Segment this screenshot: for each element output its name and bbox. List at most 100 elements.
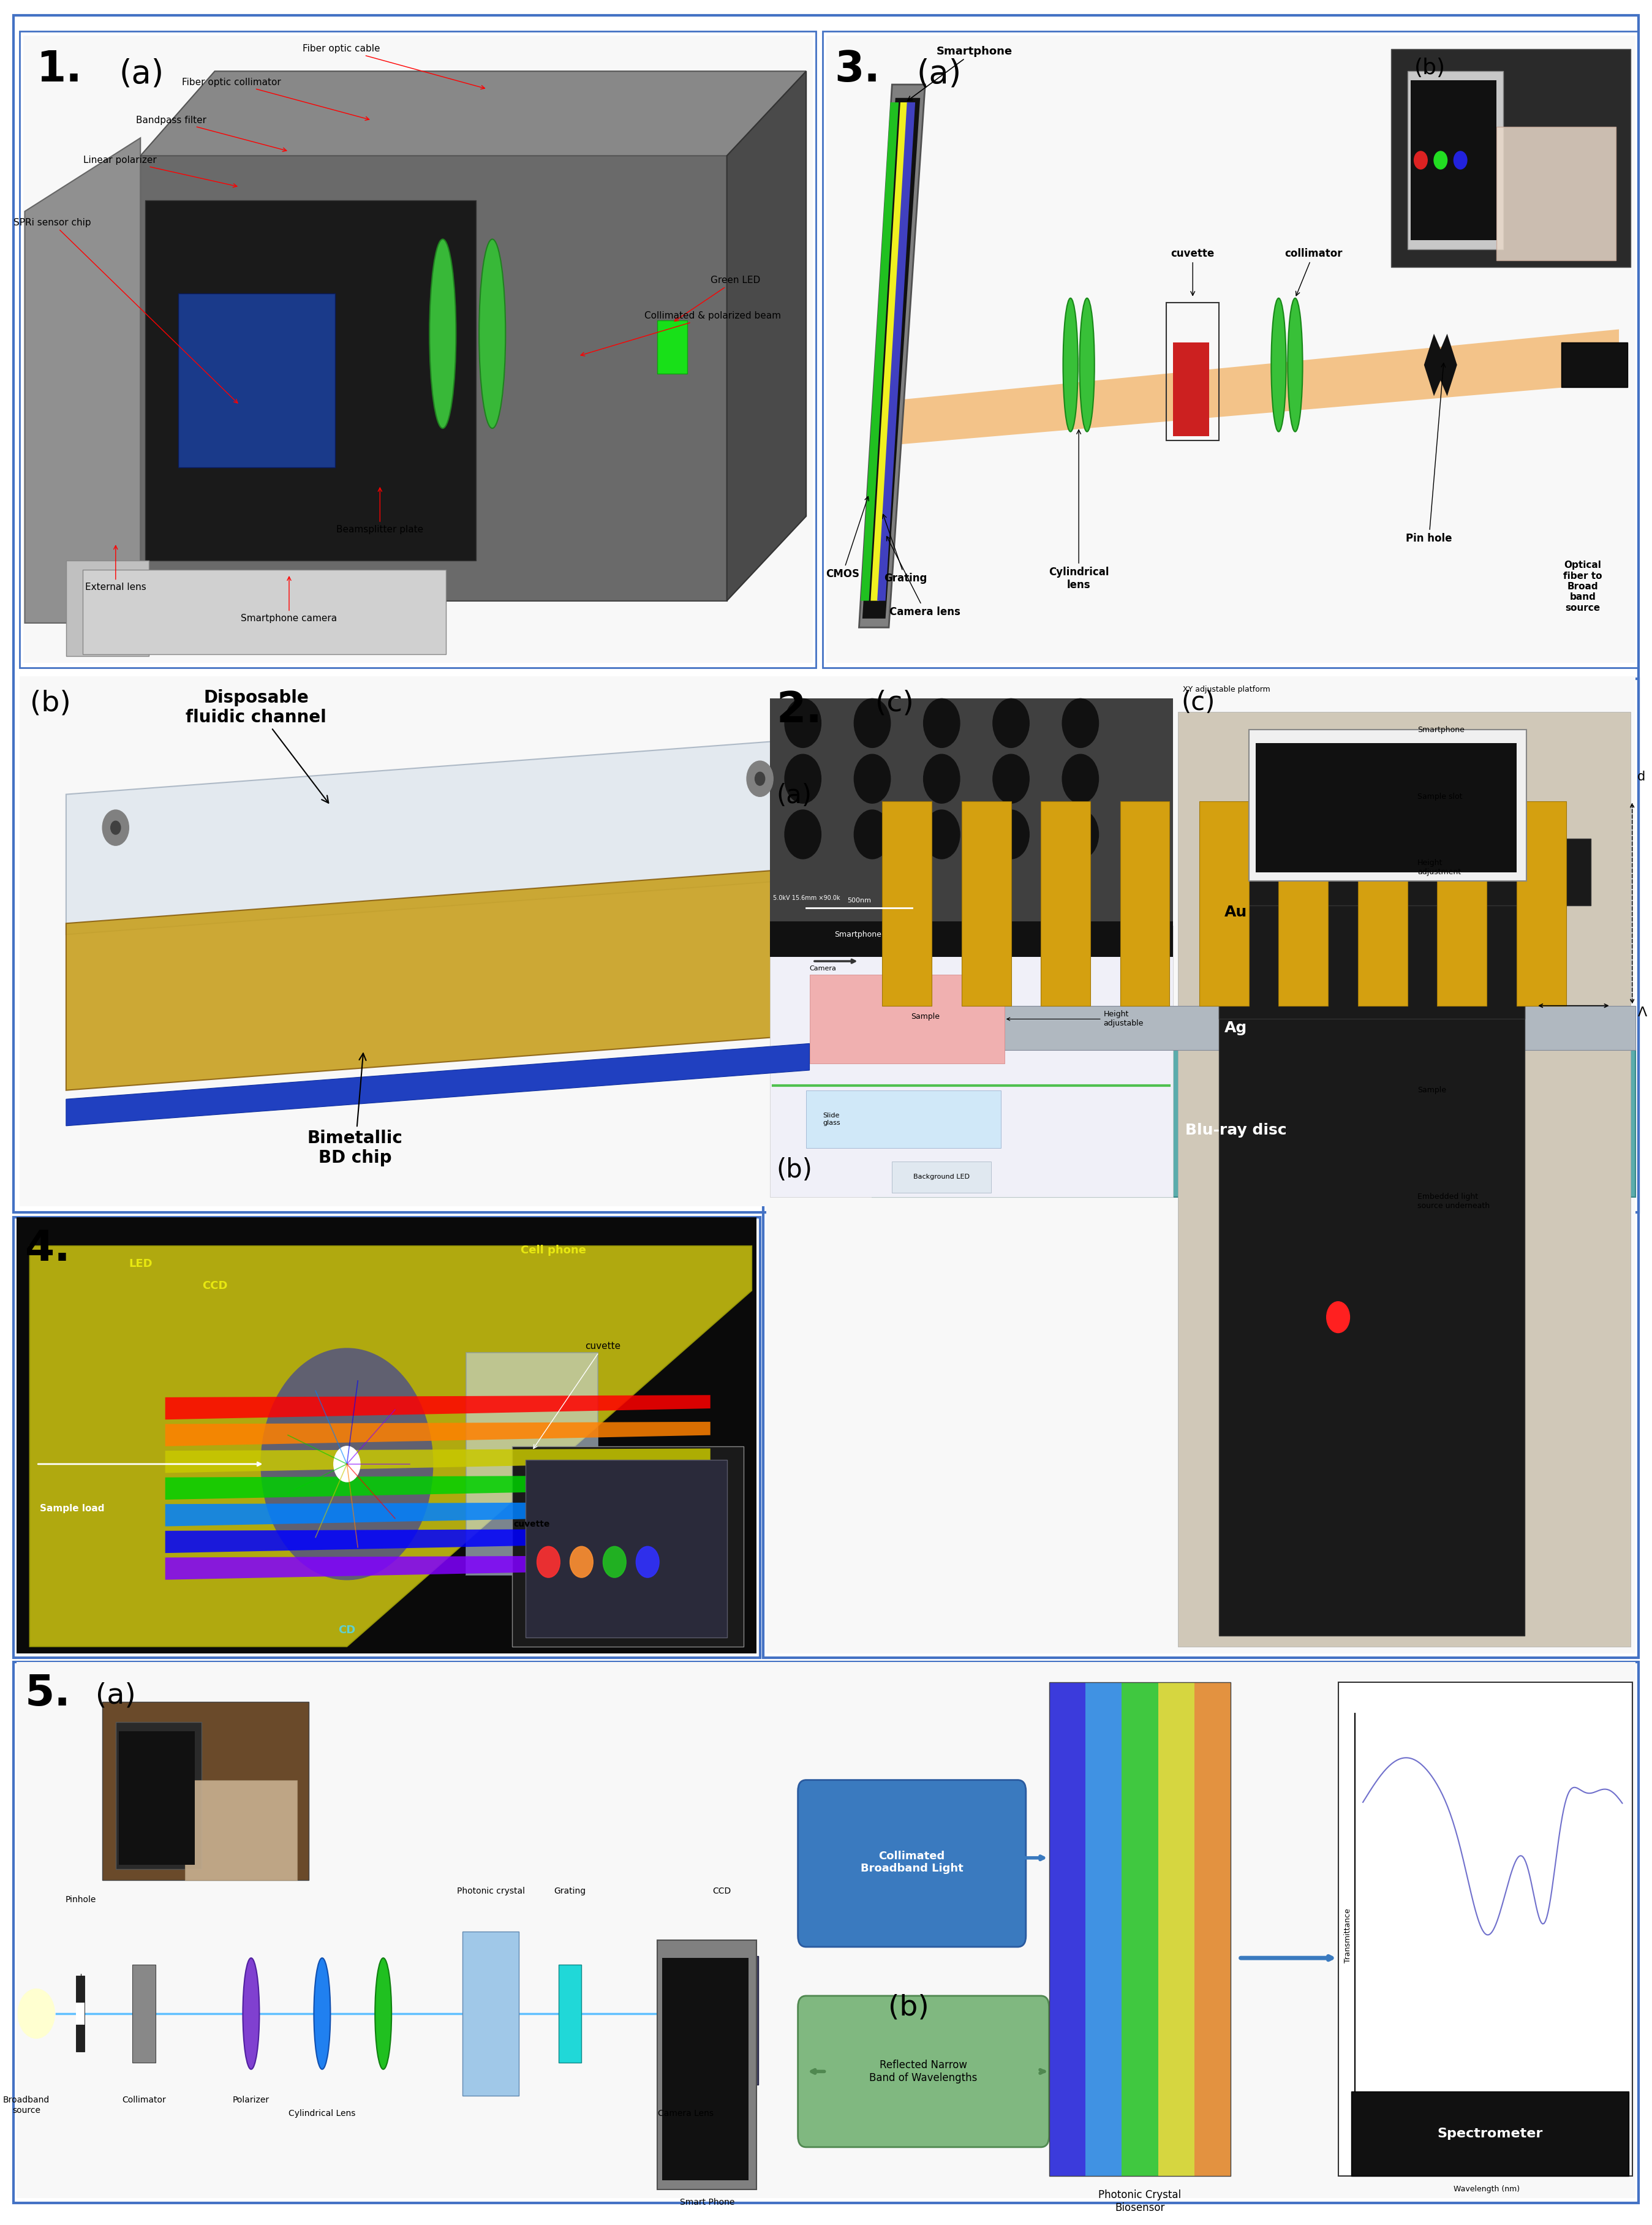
FancyBboxPatch shape [892,1161,991,1193]
Text: collimator: collimator [1284,249,1343,296]
Text: Camera: Camera [809,966,836,972]
FancyBboxPatch shape [83,570,446,654]
Text: Sample slot: Sample slot [1417,792,1462,801]
Polygon shape [463,1931,519,2096]
Circle shape [747,761,773,797]
Text: Height
adjustable: Height adjustable [1006,1010,1143,1028]
FancyBboxPatch shape [76,2002,84,2025]
Circle shape [603,1546,626,1578]
Text: Background LED: Background LED [914,1175,970,1179]
FancyBboxPatch shape [17,1217,757,1653]
Polygon shape [66,561,149,656]
Text: Grating: Grating [882,514,927,583]
FancyBboxPatch shape [798,1780,1026,1947]
Circle shape [18,1989,55,2038]
Ellipse shape [1272,298,1285,432]
Text: Transmittance: Transmittance [1345,1909,1351,1962]
Text: Broadband
source: Broadband source [3,2096,50,2114]
Text: Au: Au [1224,906,1247,919]
Circle shape [537,1546,560,1578]
Text: cuvette: cuvette [514,1520,550,1529]
Circle shape [1062,754,1099,803]
FancyBboxPatch shape [76,1976,84,2051]
FancyBboxPatch shape [798,1996,1049,2147]
FancyBboxPatch shape [132,1965,155,2063]
Circle shape [1327,1302,1350,1333]
Text: Pinhole: Pinhole [66,1896,96,1905]
Text: CD: CD [339,1624,355,1635]
Circle shape [854,810,890,859]
Circle shape [570,1546,593,1578]
FancyBboxPatch shape [657,320,687,374]
FancyBboxPatch shape [512,1446,743,1646]
Polygon shape [862,98,920,619]
Text: Smartphone: Smartphone [834,930,882,939]
Text: d: d [1637,770,1645,783]
FancyBboxPatch shape [767,683,1635,1653]
Circle shape [1062,699,1099,748]
FancyBboxPatch shape [770,921,1173,957]
Polygon shape [165,1448,710,1473]
Text: Bandpass filter: Bandpass filter [135,116,286,151]
FancyBboxPatch shape [1338,1682,1632,2176]
Circle shape [261,1348,433,1580]
FancyBboxPatch shape [1173,343,1209,436]
Polygon shape [1120,801,1170,1006]
FancyBboxPatch shape [809,975,1004,1064]
FancyBboxPatch shape [770,699,1173,921]
FancyBboxPatch shape [686,1956,758,2085]
Text: (b): (b) [776,1157,813,1184]
Text: Cylindrical Lens: Cylindrical Lens [289,2109,355,2118]
FancyBboxPatch shape [770,926,1173,1197]
Text: (c): (c) [1181,690,1216,716]
Ellipse shape [479,238,506,427]
FancyBboxPatch shape [185,1780,297,1880]
Polygon shape [165,1502,710,1526]
Text: CCD: CCD [202,1282,228,1290]
Polygon shape [140,71,806,156]
Polygon shape [1517,801,1566,1006]
FancyBboxPatch shape [23,36,813,663]
Polygon shape [66,868,809,1090]
Text: XY adjustable platform: XY adjustable platform [1183,685,1270,694]
Text: LED: LED [129,1259,152,1268]
Polygon shape [165,1529,710,1553]
Polygon shape [25,138,140,623]
Text: (a): (a) [119,58,164,89]
Polygon shape [66,1044,809,1126]
Polygon shape [872,1050,1635,1197]
Circle shape [1062,810,1099,859]
Text: Pin hole: Pin hole [1406,363,1452,543]
Polygon shape [882,801,932,1006]
Text: Sample load: Sample load [40,1504,104,1513]
Polygon shape [1434,334,1457,396]
Text: Blu-ray disc: Blu-ray disc [1184,1124,1287,1137]
Text: External lens: External lens [86,545,145,592]
FancyBboxPatch shape [1178,712,1631,1646]
Text: Wavelength (nm): Wavelength (nm) [1454,2185,1520,2194]
Text: Collimated
Broadband Light: Collimated Broadband Light [861,1851,963,1873]
Text: Slide
glass: Slide glass [823,1112,841,1126]
FancyBboxPatch shape [1158,1682,1194,2176]
Text: 5.: 5. [25,1673,71,1713]
FancyBboxPatch shape [1085,1682,1122,2176]
Polygon shape [892,329,1619,445]
Text: Sample: Sample [1417,1086,1446,1095]
Text: Optical
fiber to
Broad
band
source: Optical fiber to Broad band source [1563,561,1602,612]
Polygon shape [861,102,899,601]
Polygon shape [1279,801,1328,1006]
FancyBboxPatch shape [1122,1682,1158,2176]
Polygon shape [165,1422,710,1446]
Polygon shape [1424,334,1447,396]
Polygon shape [1358,801,1408,1006]
Text: 1.: 1. [36,49,83,89]
Text: Beamsplitter plate: Beamsplitter plate [337,487,423,534]
Polygon shape [30,1246,752,1646]
Text: (a): (a) [96,1682,135,1709]
FancyBboxPatch shape [178,294,335,467]
Circle shape [854,754,890,803]
FancyBboxPatch shape [466,1353,598,1575]
FancyBboxPatch shape [1194,1682,1231,2176]
Text: Cell phone: Cell phone [520,1246,586,1255]
Text: 2.: 2. [776,690,823,730]
